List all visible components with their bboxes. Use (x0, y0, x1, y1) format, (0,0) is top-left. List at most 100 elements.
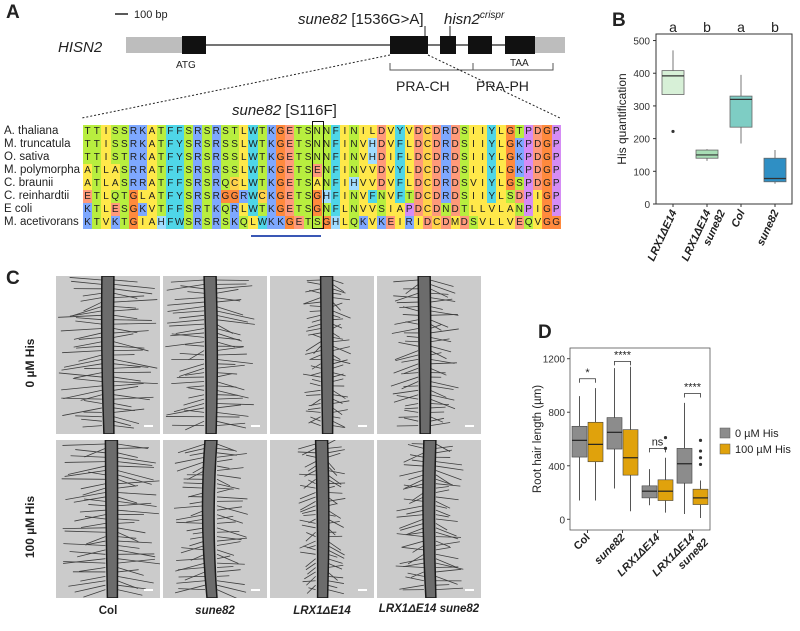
root-hair (63, 561, 106, 564)
residue: S (184, 164, 194, 177)
residue: S (202, 177, 212, 190)
root-hair (216, 448, 234, 451)
residue: W (248, 177, 258, 190)
root-hair (435, 527, 457, 537)
root-hair (216, 549, 235, 556)
root-hair (305, 558, 316, 568)
root-hair (186, 385, 205, 388)
root-hair (216, 478, 231, 487)
root-hair (83, 301, 103, 312)
root-hair (64, 530, 106, 533)
residue: F (165, 164, 175, 177)
species-name: M. polymorpha (4, 164, 81, 176)
residue: A (110, 177, 120, 190)
residue: Q (524, 216, 534, 229)
residue: E (285, 125, 295, 138)
root-hair (309, 354, 321, 360)
residue: F (367, 190, 377, 203)
root-hair-length-chart: 0 400 800 1200 Root hair length (µm) * Col ****… (532, 347, 791, 579)
root-hair (117, 545, 140, 549)
root-hair (216, 531, 240, 533)
root-hair (390, 376, 419, 387)
root-hair (408, 474, 425, 481)
root-hair (70, 455, 106, 458)
residue: F (331, 164, 341, 177)
root-hair (391, 328, 419, 334)
root-hair (312, 334, 321, 338)
y-tick-label: 0 (559, 515, 565, 526)
residue: V (101, 216, 111, 229)
residue: S (459, 177, 469, 190)
root-hair (332, 389, 346, 399)
root-hair (216, 373, 232, 378)
residue: D (413, 177, 423, 190)
root-hair (69, 551, 106, 555)
residue: D (450, 177, 460, 190)
residue: S (202, 216, 212, 229)
root-hair (300, 484, 316, 489)
residue: T (156, 190, 166, 203)
root-hair (435, 449, 452, 454)
root-hair (332, 394, 348, 398)
residue: C (230, 177, 240, 190)
root-hair (435, 500, 451, 509)
residue: F (331, 177, 341, 190)
residue: S (184, 203, 194, 216)
root-hair (307, 323, 321, 329)
residue: G (551, 216, 561, 229)
root-hair (80, 297, 102, 302)
residue: K (266, 203, 276, 216)
root-hair (117, 521, 135, 524)
box (676, 448, 693, 484)
root-hair (76, 345, 102, 349)
root-hair (305, 350, 321, 355)
root-hair (117, 531, 139, 543)
root-hair (167, 319, 205, 324)
residue: K (514, 151, 524, 164)
root-hair (401, 381, 419, 390)
residue: M (450, 216, 460, 229)
root-hair (429, 288, 449, 298)
residue: H (156, 216, 166, 229)
root-hair (430, 279, 454, 287)
residue: S (110, 151, 120, 164)
root-hair (216, 353, 247, 356)
root-hair (216, 411, 249, 417)
root-hair (305, 288, 321, 293)
residue: R (211, 138, 221, 151)
row-label-100um: 100 µM His (23, 495, 37, 559)
residue: D (432, 151, 442, 164)
root-hair (64, 470, 106, 477)
root-hair (408, 531, 424, 535)
root-hair (80, 483, 106, 490)
residue: G (505, 125, 515, 138)
root-micrograph (56, 276, 160, 434)
root-hair (215, 328, 241, 336)
residue: C (432, 216, 442, 229)
conserved-motif-underline (251, 235, 321, 237)
residue: R (128, 138, 139, 151)
residue: S (459, 151, 469, 164)
residue: R (441, 138, 451, 151)
residue: L (496, 138, 506, 151)
residue: G (275, 125, 286, 138)
residue: L (138, 190, 148, 203)
root-hair (430, 298, 453, 303)
root-hair (216, 336, 240, 341)
root-hair (216, 453, 247, 458)
residue: R (230, 203, 240, 216)
root-hair (327, 509, 341, 519)
root-hair (177, 443, 206, 454)
root-hair (301, 509, 316, 514)
residue: G (230, 190, 240, 203)
root-hair (298, 496, 316, 504)
root-hair (113, 284, 155, 289)
residue: S (459, 164, 469, 177)
root-hair (173, 505, 206, 509)
root-hair (216, 589, 238, 598)
residue: G (542, 138, 552, 151)
root-hair (430, 394, 455, 401)
residue: S (119, 138, 129, 151)
root-hair (216, 404, 242, 409)
residue: Y (487, 151, 497, 164)
